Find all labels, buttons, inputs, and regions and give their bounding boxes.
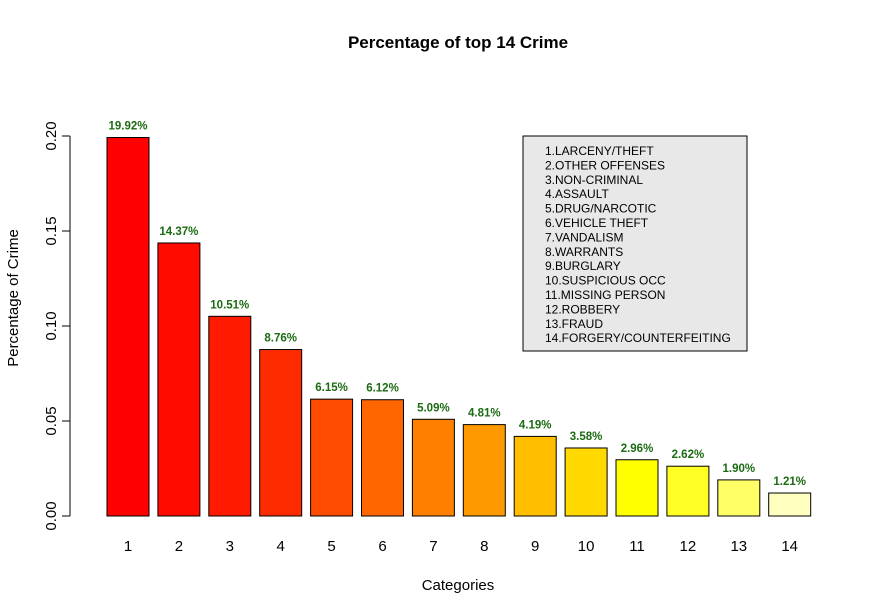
y-axis: 0.00 0.05 0.10 0.15 0.20 xyxy=(43,121,71,531)
legend-entry: 6.VEHICLE THEFT xyxy=(545,216,649,230)
bar-3 xyxy=(208,315,252,517)
data-label: 4.19% xyxy=(519,419,552,431)
x-axis-title: Categories xyxy=(422,577,495,594)
legend-entry: 14.FORGERY/COUNTERFEITING xyxy=(545,331,731,345)
bar-13 xyxy=(717,479,761,517)
data-label: 10.51% xyxy=(210,299,249,311)
x-tick-label: 10 xyxy=(578,538,595,555)
bar-12 xyxy=(666,465,710,517)
bar-10 xyxy=(564,447,608,517)
legend-entry: 11.MISSING PERSON xyxy=(545,288,665,302)
legend-entry: 12.ROBBERY xyxy=(545,302,620,316)
data-label: 5.09% xyxy=(417,402,450,414)
legend-entry: 2.OTHER OFFENSES xyxy=(545,158,665,172)
bar-5 xyxy=(310,398,354,517)
bar-4 xyxy=(259,349,303,517)
bar-1 xyxy=(106,137,150,517)
y-tick-label: 0.10 xyxy=(43,311,60,340)
legend-entry: 9.BURGLARY xyxy=(545,259,621,273)
bar-6 xyxy=(361,399,404,517)
x-tick-label: 8 xyxy=(480,538,488,555)
data-label: 1.21% xyxy=(773,476,806,488)
data-label: 8.76% xyxy=(264,333,297,345)
x-tick-label: 7 xyxy=(429,538,437,555)
data-label: 3.58% xyxy=(570,431,603,443)
y-tick-label: 0.20 xyxy=(43,121,60,150)
data-label: 6.12% xyxy=(366,383,399,395)
data-label: 1.90% xyxy=(722,463,755,475)
legend-box xyxy=(522,135,748,352)
legend-entry: 1.LARCENY/THEFT xyxy=(545,144,654,158)
x-tick-label: 4 xyxy=(277,538,285,555)
bar-11 xyxy=(615,459,659,517)
y-tick-label: 0.05 xyxy=(43,406,60,435)
bar-14 xyxy=(768,492,812,517)
bar-9 xyxy=(513,435,557,517)
legend-entry: 7.VANDALISM xyxy=(545,230,623,244)
bars xyxy=(106,137,812,517)
legend-entry: 10.SUSPICIOUS OCC xyxy=(545,274,666,288)
y-axis-title: Percentage of Crime xyxy=(5,229,22,367)
x-tick-labels: 1 2 3 4 5 6 7 8 9 10 11 12 13 14 xyxy=(124,538,798,555)
legend-entry: 8.WARRANTS xyxy=(545,245,623,259)
x-tick-label: 9 xyxy=(531,538,539,555)
x-tick-label: 2 xyxy=(175,538,183,555)
x-tick-label: 6 xyxy=(378,538,386,555)
x-tick-label: 12 xyxy=(680,538,697,555)
y-tick-label: 0.15 xyxy=(43,216,60,245)
data-label: 4.81% xyxy=(468,408,501,420)
data-label: 14.37% xyxy=(159,226,198,238)
x-tick-label: 5 xyxy=(327,538,335,555)
data-label: 2.96% xyxy=(621,443,654,455)
legend-entry: 5.DRUG/NARCOTIC xyxy=(545,202,657,216)
data-labels: 19.92% 14.37% 10.51% 8.76% 6.15% 6.12% 5.09% 4.… xyxy=(108,121,806,488)
x-tick-label: 14 xyxy=(781,538,798,555)
y-tick-label: 0.00 xyxy=(43,501,60,530)
bar-8 xyxy=(462,424,506,517)
legend-entry: 13.FRAUD xyxy=(545,317,603,331)
legend-entry: 3.NON-CRIMINAL xyxy=(545,173,643,187)
x-tick-label: 11 xyxy=(629,538,645,555)
data-label: 19.92% xyxy=(108,121,147,133)
x-tick-label: 3 xyxy=(226,538,234,555)
data-label: 6.15% xyxy=(315,382,348,394)
x-tick-label: 1 xyxy=(124,538,132,555)
x-tick-label: 13 xyxy=(730,538,747,555)
bar-7 xyxy=(411,418,455,517)
data-label: 2.62% xyxy=(672,449,705,461)
chart-title: Percentage of top 14 Crime xyxy=(348,33,568,52)
legend-entry: 4.ASSAULT xyxy=(545,187,609,201)
bar-2 xyxy=(157,242,201,517)
